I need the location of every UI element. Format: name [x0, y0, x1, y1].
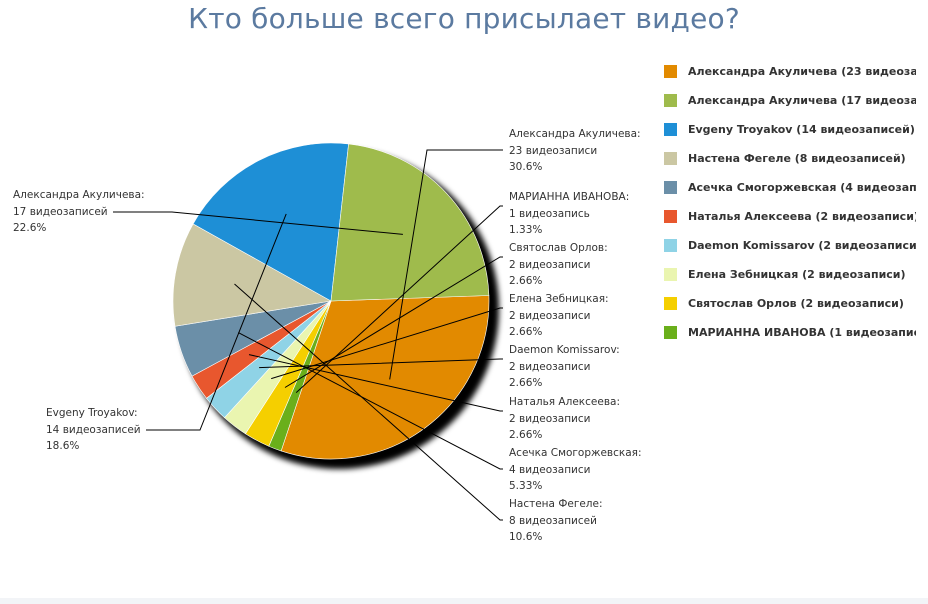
- slice-callout: Асечка Смогоржевская: 4 видеозаписи 5.33%: [509, 445, 642, 495]
- slice-callout: Святослав Орлов: 2 видеозаписи 2.66%: [509, 240, 608, 290]
- callout-percent-label: 2.66%: [509, 377, 543, 389]
- legend-swatch: [664, 238, 677, 252]
- callout-count-label: 4 видеозаписи: [509, 463, 591, 476]
- legend-swatch: [664, 122, 677, 136]
- callout-count-label: 14 видеозаписей: [46, 423, 141, 436]
- callout-percent-label: 5.33%: [509, 480, 543, 492]
- pie-slice: [330, 143, 490, 302]
- slice-callout: Daemon Komissarov: 2 видеозаписи 2.66%: [509, 342, 620, 392]
- callout-count-label: 2 видеозаписи: [509, 412, 591, 425]
- slice-callout: Наталья Алексеева: 2 видеозаписи 2.66%: [509, 394, 620, 444]
- callout-name: Daemon Komissarov:: [509, 344, 620, 356]
- legend-label: Daemon Komissarov (2 видеозаписи): [688, 238, 916, 252]
- callout-name: Evgeny Troyakov:: [46, 407, 138, 419]
- pie-slice: [280, 295, 490, 460]
- callout-count-label: 2 видеозаписи: [509, 360, 591, 373]
- legend-label: Асечка Смогоржевская (4 видеозаписи): [688, 180, 916, 194]
- legend-item: Александра Акуличева (23 видеозаписи): [664, 62, 916, 80]
- callout-leader-line: [271, 307, 503, 380]
- legend-label: МАРИАННА ИВАНОВА (1 видеозапись): [688, 325, 916, 339]
- callout-leader-line: [295, 205, 503, 393]
- callout-name: Асечка Смогоржевская:: [509, 447, 642, 459]
- legend-label: Наталья Алексеева (2 видеозаписи): [688, 209, 916, 223]
- callout-count-label: 2 видеозаписи: [509, 309, 591, 322]
- legend-label: Evgeny Troyakov (14 видеозаписей): [688, 122, 915, 136]
- callout-percent-label: 2.66%: [509, 275, 543, 287]
- legend-swatch: [664, 151, 677, 165]
- legend-label: Настена Фегеле (8 видеозаписей): [688, 151, 906, 165]
- slice-callout: Елена Зебницкая: 2 видеозаписи 2.66%: [509, 291, 609, 341]
- callout-count-label: 23 видеозаписи: [509, 144, 598, 157]
- callout-name: Александра Акуличева:: [13, 189, 145, 201]
- callout-leader-line: [113, 211, 403, 235]
- slice-callout: Evgeny Troyakov: 14 видеозаписей 18.6%: [46, 405, 141, 455]
- slice-callout: Александра Акуличева: 17 видеозаписей 22.6…: [13, 187, 145, 237]
- callout-percent-label: 1.33%: [509, 224, 543, 236]
- callout-name: Наталья Алексеева:: [509, 396, 620, 408]
- callout-count-label: 2 видеозаписи: [509, 258, 591, 271]
- legend-swatch: [664, 180, 677, 194]
- callout-leader-line: [259, 358, 503, 369]
- callout-count-label: 1 видеозапись: [509, 207, 590, 220]
- callout-name: Елена Зебницкая:: [509, 293, 609, 305]
- callout-leader-line: [389, 149, 503, 380]
- callout-percent-label: 2.66%: [509, 326, 543, 338]
- legend-item: Настена Фегеле (8 видеозаписей): [664, 149, 906, 167]
- pie-slice: [172, 223, 332, 327]
- legend-item: Daemon Komissarov (2 видеозаписи): [664, 236, 916, 254]
- legend-item: Наталья Алексеева (2 видеозаписи): [664, 207, 916, 225]
- legend-swatch: [664, 93, 677, 107]
- legend-swatch: [664, 64, 677, 78]
- legend-label: Елена Зебницкая (2 видеозаписи): [688, 267, 906, 281]
- callout-name: Александра Акуличева:: [509, 128, 641, 140]
- callout-percent-label: 22.6%: [13, 222, 47, 234]
- bottom-divider: [0, 598, 928, 604]
- legend-swatch: [664, 209, 677, 223]
- callout-leader-line: [238, 332, 503, 470]
- slice-callout: Александра Акуличева: 23 видеозаписи 30.6%: [509, 126, 641, 176]
- legend-item: Evgeny Troyakov (14 видеозаписей): [664, 120, 915, 138]
- legend-item: Елена Зебницкая (2 видеозаписи): [664, 265, 906, 283]
- callout-percent-label: 10.6%: [509, 531, 543, 543]
- legend-swatch: [664, 325, 677, 339]
- callout-percent-label: 2.66%: [509, 429, 543, 441]
- legend-item: МАРИАННА ИВАНОВА (1 видеозапись): [664, 323, 916, 341]
- callout-leader-line: [146, 213, 287, 431]
- callout-leader-line: [284, 256, 503, 388]
- callout-count-label: 8 видеозаписей: [509, 514, 597, 527]
- legend-item: Александра Акуличева (17 видеозаписей): [664, 91, 916, 109]
- callout-count-label: 17 видеозаписей: [13, 205, 108, 218]
- callout-name: Святослав Орлов:: [509, 242, 608, 254]
- slice-callout: Настена Фегеле: 8 видеозаписей 10.6%: [509, 496, 603, 546]
- legend-item: Святослав Орлов (2 видеозаписи): [664, 294, 904, 312]
- callout-percent-label: 18.6%: [46, 440, 80, 452]
- legend-label: Александра Акуличева (23 видеозаписи): [688, 64, 916, 78]
- legend-swatch: [664, 296, 677, 310]
- callout-name: Настена Фегеле:: [509, 498, 603, 510]
- chart-title: Кто больше всего присылает видео?: [188, 2, 740, 35]
- legend-item: Асечка Смогоржевская (4 видеозаписи): [664, 178, 916, 196]
- slice-callout: МАРИАННА ИВАНОВА: 1 видеозапись 1.33%: [509, 189, 629, 239]
- callout-percent-label: 30.6%: [509, 161, 543, 173]
- callout-leader-line: [234, 283, 503, 521]
- legend-label: Святослав Орлов (2 видеозаписи): [688, 296, 904, 310]
- callout-leader-line: [248, 354, 503, 412]
- legend-label: Александра Акуличева (17 видеозаписей): [688, 93, 916, 107]
- callout-name: МАРИАННА ИВАНОВА:: [509, 191, 630, 203]
- legend-swatch: [664, 267, 677, 281]
